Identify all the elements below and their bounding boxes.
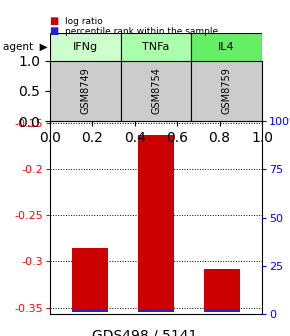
Bar [121,33,191,61]
Text: GSM8754: GSM8754 [151,68,161,115]
Bar [72,310,108,312]
Text: log ratio: log ratio [65,16,103,26]
Text: agent  ▶: agent ▶ [3,42,48,52]
Bar [138,135,174,312]
Text: ■: ■ [49,16,59,26]
Text: TNFa: TNFa [142,42,170,52]
Text: IL4: IL4 [218,42,235,52]
Bar [50,33,121,61]
Bar [191,33,262,61]
Text: percentile rank within the sample: percentile rank within the sample [65,27,218,36]
Text: ■: ■ [49,26,59,36]
Bar [204,310,240,312]
Bar [50,61,121,121]
Bar [72,248,108,312]
Text: GSM8749: GSM8749 [80,68,90,114]
Bar [191,61,262,121]
Text: GDS498 / 5141: GDS498 / 5141 [92,328,198,336]
Bar [121,61,191,121]
Text: IFNg: IFNg [73,42,98,52]
Text: GSM8759: GSM8759 [222,68,232,115]
Bar [138,310,174,312]
Bar [204,269,240,312]
